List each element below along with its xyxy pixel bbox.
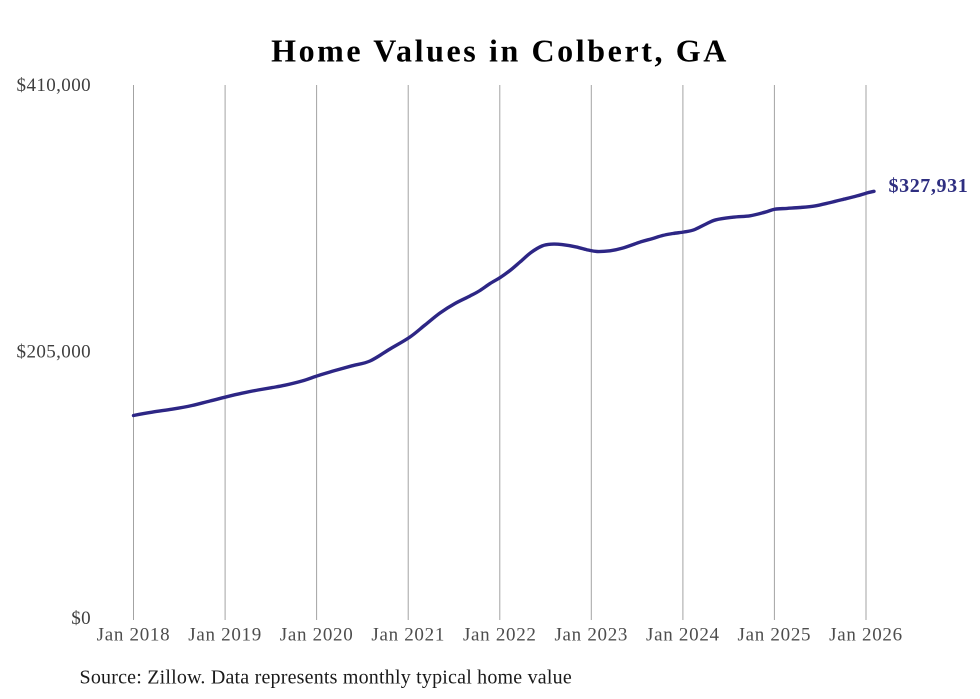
svg-text:Jan 2021: Jan 2021 (371, 625, 445, 646)
svg-text:$0: $0 (71, 608, 91, 629)
svg-text:Jan 2024: Jan 2024 (646, 625, 720, 646)
svg-text:Home Values in Colbert, GA: Home Values in Colbert, GA (271, 33, 729, 69)
svg-text:Jan 2020: Jan 2020 (280, 625, 354, 646)
svg-text:Jan 2026: Jan 2026 (829, 625, 903, 646)
svg-text:Jan 2018: Jan 2018 (97, 625, 171, 646)
svg-text:$205,000: $205,000 (17, 342, 91, 363)
svg-text:Jan 2023: Jan 2023 (554, 625, 628, 646)
svg-text:Source: Zillow. Data represent: Source: Zillow. Data represents monthly … (80, 667, 572, 689)
svg-text:$410,000: $410,000 (17, 75, 91, 96)
svg-text:Jan 2025: Jan 2025 (738, 625, 812, 646)
svg-text:Jan 2019: Jan 2019 (188, 625, 262, 646)
svg-text:$327,931: $327,931 (889, 175, 969, 197)
svg-text:Jan 2022: Jan 2022 (463, 625, 537, 646)
